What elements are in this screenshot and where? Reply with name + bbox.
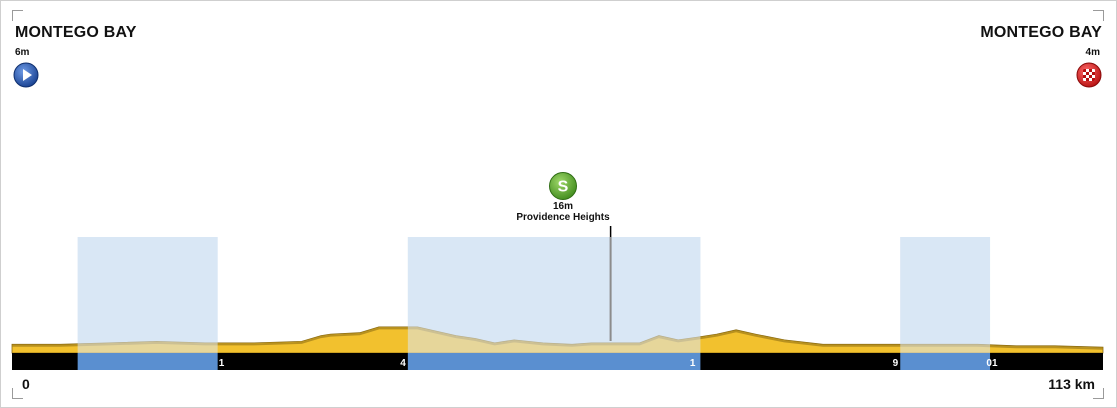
km-tick-label: 1 xyxy=(219,358,225,369)
road-shaded-segment xyxy=(407,353,701,370)
km-tick-label: 1 xyxy=(690,358,696,369)
checkered-flag-icon xyxy=(1076,62,1102,88)
frame-corner xyxy=(1093,388,1104,399)
km-tick-label: 9 xyxy=(893,358,899,369)
finish-altitude: 4m xyxy=(1085,47,1100,58)
km-tick-label: 4 xyxy=(400,358,406,369)
finish-town-name: MONTEGO BAY xyxy=(980,24,1102,41)
start-altitude: 6m xyxy=(15,47,30,58)
shaded-zone-overlay xyxy=(407,237,701,353)
shaded-zone-overlay xyxy=(77,237,218,353)
frame-corner xyxy=(1093,10,1104,21)
frame-corner xyxy=(12,10,23,21)
sprint-symbol: S xyxy=(558,179,569,196)
sprint-icon: S xyxy=(549,172,577,200)
start-town-name: MONTEGO BAY xyxy=(15,24,137,41)
frame-corner xyxy=(12,388,23,399)
road-bar xyxy=(12,353,1103,370)
road-shaded-segment xyxy=(77,353,218,370)
sprint-location-name: Providence Heights xyxy=(516,212,610,223)
distance-start-label: 0 xyxy=(22,376,30,392)
play-icon xyxy=(13,62,39,88)
road-shaded-segment xyxy=(900,353,991,370)
shaded-zone-overlay xyxy=(900,237,991,353)
km-ticks: 1 4 1 9 01 xyxy=(219,358,998,369)
km-tick-label: 01 xyxy=(986,358,998,369)
sprint-altitude: 16m xyxy=(552,201,573,212)
terrain-layer xyxy=(11,237,1104,354)
distance-end-label: 113 km xyxy=(1048,376,1095,392)
